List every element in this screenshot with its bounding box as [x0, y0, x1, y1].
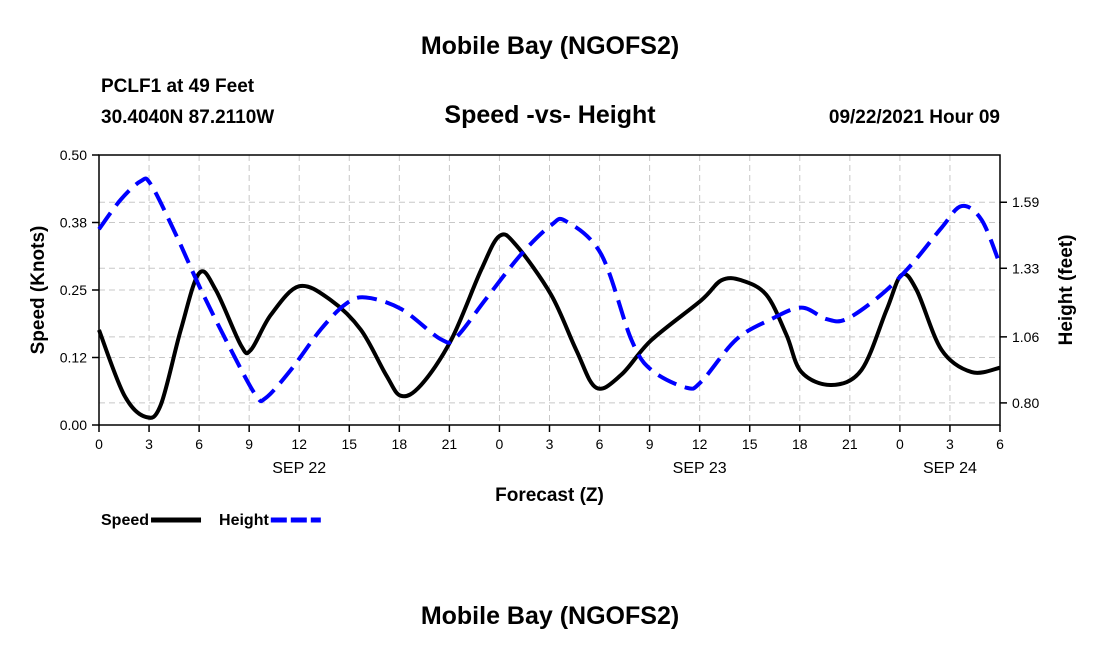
- y2-tick-label: 1.33: [1012, 260, 1039, 276]
- x-tick-label: 12: [291, 436, 307, 452]
- series-line-height: [97, 176, 1002, 404]
- x-tick-label: 9: [646, 436, 654, 452]
- y-tick-label: 0.00: [60, 417, 87, 433]
- x-tick-label: 3: [145, 436, 153, 452]
- x-tick-label: 18: [792, 436, 808, 452]
- chart-subtitle: Speed -vs- Height: [444, 101, 656, 129]
- x-tick-label: 6: [996, 436, 1004, 452]
- y-tick-label: 0.38: [60, 215, 87, 231]
- forecast-time: 09/22/2021 Hour 09: [828, 107, 1000, 128]
- y-tick-label: 0.25: [60, 282, 87, 298]
- x-tick-label: 0: [896, 436, 904, 452]
- x-tick-label: 3: [946, 436, 954, 452]
- x-tick-label: 3: [546, 436, 554, 452]
- date-label: SEP 24: [923, 460, 977, 477]
- x-tick-label: 15: [742, 436, 758, 452]
- x-tick-label: 0: [496, 436, 504, 452]
- plot-frame: [98, 154, 1001, 426]
- y-tick-label: 0.50: [60, 147, 87, 163]
- station-label: PCLF1 at 49 Feet: [101, 76, 255, 97]
- chart-title: Mobile Bay (NGOFS2): [420, 32, 680, 60]
- x-tick-label: 0: [95, 436, 103, 452]
- date-label: SEP 23: [673, 460, 727, 477]
- y2-tick-label: 1.59: [1012, 194, 1039, 210]
- x-tick-label: 18: [392, 436, 408, 452]
- x-tick-label: 6: [195, 436, 203, 452]
- x-tick-label: 12: [692, 436, 708, 452]
- x-tick-label: 6: [596, 436, 604, 452]
- location-label: 30.4040N 87.2110W: [101, 107, 275, 128]
- chart-footer: Mobile Bay (NGOFS2): [420, 602, 680, 630]
- legend-label-speed: Speed: [101, 512, 149, 529]
- series-line-speed: [97, 232, 1001, 420]
- x-axis-label: Forecast (Z): [495, 485, 604, 506]
- x-tick-label: 15: [341, 436, 357, 452]
- x-tick-label: 9: [245, 436, 253, 452]
- y-axis-label: Speed (Knots): [28, 226, 49, 355]
- x-tick-label: 21: [842, 436, 858, 452]
- y2-tick-label: 1.06: [1012, 329, 1039, 345]
- y-tick-label: 0.12: [60, 350, 87, 366]
- legend-label-height: Height: [219, 512, 269, 529]
- date-label: SEP 22: [272, 460, 326, 477]
- y2-axis-label: Height (feet): [1056, 235, 1077, 346]
- x-tick-label: 21: [442, 436, 458, 452]
- y2-tick-label: 0.80: [1012, 395, 1039, 411]
